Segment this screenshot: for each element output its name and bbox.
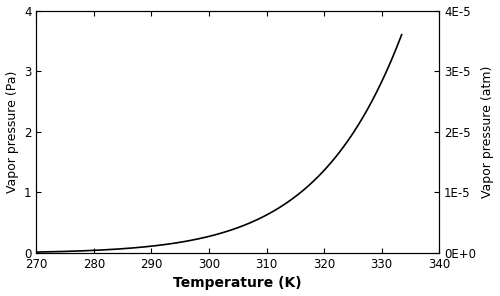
Y-axis label: Vapor pressure (Pa): Vapor pressure (Pa) — [6, 71, 18, 193]
X-axis label: Temperature (K): Temperature (K) — [174, 276, 302, 290]
Y-axis label: Vapor pressure (atm): Vapor pressure (atm) — [482, 66, 494, 198]
